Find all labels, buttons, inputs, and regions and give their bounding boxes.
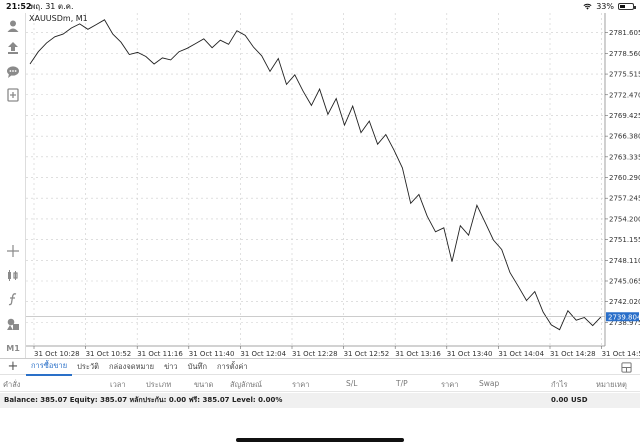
y-tick-label: 2742.020 <box>609 298 640 306</box>
y-tick-label: 2745.065 <box>609 277 640 285</box>
x-tick-label: 31 Oct 12:52 <box>344 350 390 358</box>
y-tick-label: 2775.515 <box>609 71 640 79</box>
x-tick-label: 31 Oct 13:40 <box>447 350 493 358</box>
x-axis-ticks: 31 Oct 10:28 31 Oct 10:52 31 Oct 11:16 31 O… <box>33 346 640 358</box>
balance-summary: Balance: 385.07 Equity: 385.07 หลักประกั… <box>4 396 283 404</box>
current-price-tag <box>606 312 639 322</box>
x-tick-label: 31 Oct 12:28 <box>292 350 338 358</box>
y-tick-label: 2781.605 <box>609 29 640 37</box>
col-time[interactable]: เวลา <box>110 380 126 389</box>
tab-news[interactable]: ข่าว <box>164 362 178 371</box>
tab-mailbox[interactable]: กล่องจดหมาย <box>109 362 155 371</box>
price-chart[interactable]: XAUUSDm, M1 2781.605 2778.560 2775.515 2772… <box>26 13 640 358</box>
chart-canvas[interactable]: XAUUSDm, M1 2781.605 2778.560 2775.515 2772… <box>26 13 640 358</box>
y-tick-label: 2769.425 <box>609 112 640 120</box>
tab-trade[interactable]: การซื้อขาย <box>26 357 73 376</box>
col-current-price[interactable]: ราคา <box>441 380 459 389</box>
y-tick-label: 2772.470 <box>609 91 640 99</box>
tab-history[interactable]: ประวัติ <box>77 362 100 371</box>
x-tick-label: 31 Oct 14:28 <box>550 350 596 358</box>
layout-icon[interactable] <box>621 362 632 373</box>
add-document-icon[interactable] <box>4 86 22 104</box>
objects-icon[interactable] <box>4 315 22 333</box>
col-tp[interactable]: T/P <box>396 379 408 388</box>
current-price-label: 2739.804 <box>608 313 640 321</box>
crosshair-icon[interactable] <box>4 242 22 260</box>
person-icon[interactable] <box>4 17 22 35</box>
x-tick-label: 31 Oct 11:16 <box>137 350 183 358</box>
share-icon[interactable] <box>4 39 22 57</box>
current-price-layer: 2739.804 <box>26 312 640 321</box>
battery-fill <box>620 5 625 8</box>
y-axis-ticks: 2781.605 2778.560 2775.515 2772.470 2769.425… <box>605 29 640 327</box>
trade-column-headers: คำสั่ง เวลา ประเภท ขนาด สัญลักษณ์ ราคา S… <box>0 375 640 392</box>
y-tick-label: 2754.200 <box>609 215 640 223</box>
total-profit: 0.00 <box>551 396 569 404</box>
tab-journal[interactable]: บันทึก <box>187 362 208 371</box>
col-profit[interactable]: กำไร <box>551 380 568 389</box>
function-icon[interactable] <box>4 290 22 308</box>
price-series-line <box>29 19 602 331</box>
battery-icon <box>618 3 636 10</box>
y-tick-label: 2760.290 <box>609 174 640 182</box>
left-toolbar: M1 <box>0 13 26 358</box>
home-indicator[interactable] <box>236 438 404 442</box>
col-comment[interactable]: หมายเหตุ <box>596 380 627 389</box>
chart-symbol-label: XAUUSDm, M1 <box>29 14 88 23</box>
y-tick-label: 2751.155 <box>609 236 640 244</box>
status-bar: 21:52 พฤ. 31 ต.ค. 33% <box>0 0 640 13</box>
battery-percent: 33% <box>596 2 614 11</box>
timeframe-button[interactable]: M1 <box>6 343 20 353</box>
x-tick-label: 31 Oct 12:04 <box>240 350 286 358</box>
chart-grid <box>26 13 605 346</box>
chat-icon[interactable] <box>4 63 22 81</box>
y-tick-label: 2763.335 <box>609 153 640 161</box>
x-tick-label: 31 Oct 14:52 <box>602 350 640 358</box>
y-tick-label: 2766.380 <box>609 133 640 141</box>
col-volume[interactable]: ขนาด <box>194 380 214 389</box>
col-sl[interactable]: S/L <box>346 379 358 388</box>
chart-axes <box>26 13 606 347</box>
account-currency: USD <box>571 396 588 404</box>
x-tick-label: 31 Oct 14:04 <box>498 350 544 358</box>
toolbox-tabs: + การซื้อขาย ประวัติ กล่องจดหมาย ข่าว บั… <box>0 357 640 376</box>
col-price[interactable]: ราคา <box>292 380 310 389</box>
y-tick-label: 2778.560 <box>609 50 640 58</box>
x-tick-label: 31 Oct 10:52 <box>86 350 132 358</box>
col-type[interactable]: ประเภท <box>146 380 172 389</box>
x-tick-label: 31 Oct 10:28 <box>34 350 80 358</box>
wifi-icon <box>583 3 592 10</box>
y-tick-label: 2757.245 <box>609 195 640 203</box>
col-symbol[interactable]: สัญลักษณ์ <box>230 380 263 389</box>
indicators-icon[interactable] <box>4 266 22 284</box>
add-order-button[interactable]: + <box>7 359 19 374</box>
y-tick-label: 2748.110 <box>609 257 640 265</box>
col-swap[interactable]: Swap <box>479 379 500 388</box>
status-time: 21:52 <box>6 2 32 11</box>
col-order[interactable]: คำสั่ง <box>3 380 21 389</box>
status-date: พฤ. 31 ต.ค. <box>30 2 74 11</box>
y-tick-label: 2738.975 <box>609 319 640 327</box>
x-tick-label: 31 Oct 11:40 <box>189 350 235 358</box>
series-layer <box>29 19 602 331</box>
status-right: 33% <box>583 0 636 13</box>
balance-row: Balance: 385.07 Equity: 385.07 หลักประกั… <box>0 393 640 408</box>
x-tick-label: 31 Oct 13:16 <box>395 350 441 358</box>
tab-settings[interactable]: การตั้งค่า <box>217 362 248 371</box>
